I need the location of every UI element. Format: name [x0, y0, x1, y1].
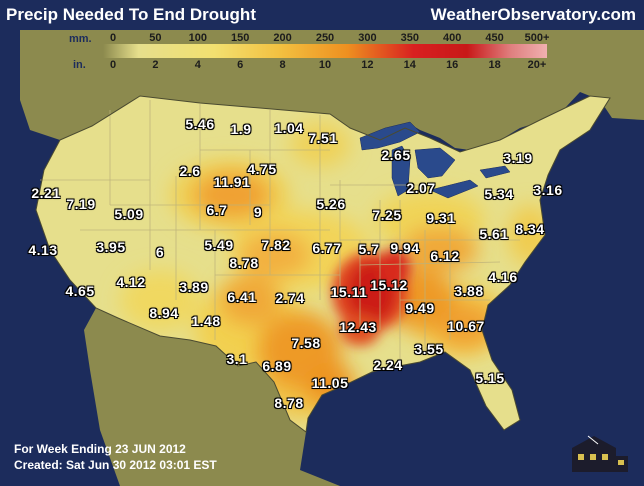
- scale-mm-tick: 500+: [524, 32, 550, 44]
- precip-value-label: 7.82: [261, 237, 291, 253]
- precip-value-label: 2.65: [381, 147, 411, 163]
- scale-in-tick: 16: [446, 59, 459, 71]
- precip-value-label: 15.12: [370, 277, 408, 293]
- precip-value-label: 3.1: [226, 351, 248, 367]
- precip-value-label: 3.89: [179, 279, 209, 295]
- precip-value-label: 12.43: [339, 319, 377, 335]
- map-title: Precip Needed To End Drought: [6, 5, 256, 24]
- brand-name: WeatherObservatory.com: [430, 5, 636, 24]
- precip-value-label: 3.55: [414, 341, 444, 357]
- precip-value-label: 11.05: [311, 375, 349, 391]
- precip-value-label: 8.78: [274, 395, 304, 411]
- precip-value-label: 3.88: [454, 283, 484, 299]
- precip-value-label: 5.61: [479, 226, 509, 242]
- mexico-land: [84, 308, 340, 486]
- scale-mm-tick: 400: [443, 32, 462, 44]
- precip-value-label: 6.7: [206, 202, 228, 218]
- precip-value-label: 2.6: [179, 163, 201, 179]
- precip-value-label: 8.34: [515, 221, 545, 237]
- color-scale: mm. in. 0 50 100 150 200 250 300 350 400 450 500+: [67, 31, 550, 74]
- precip-value-label: 5.34: [484, 186, 514, 202]
- precip-value-label: 1.9: [230, 121, 252, 137]
- precip-value-label: 7.25: [372, 207, 402, 223]
- precip-value-label: 8.94: [149, 305, 179, 321]
- precip-value-label: 3.19: [503, 150, 533, 166]
- precip-value-label: 6.89: [262, 358, 292, 374]
- scale-in-tick: 2: [152, 59, 159, 71]
- scale-in-tick: 20+: [527, 59, 547, 71]
- scale-in-tick: 18: [488, 59, 501, 71]
- precip-value-label: 4.12: [116, 274, 146, 290]
- us-outline: [35, 95, 611, 433]
- scale-mm-tick: 0: [109, 32, 117, 44]
- precip-value-label: 5.46: [185, 116, 215, 132]
- precip-value-label: 4.13: [28, 242, 58, 258]
- scale-in-tick: 4: [194, 59, 201, 71]
- scale-mm-tick: 200: [273, 32, 292, 44]
- precip-value-label: 9: [253, 204, 263, 220]
- state-borders: [40, 100, 520, 360]
- precip-value-label: 10.67: [447, 318, 485, 334]
- scale-mm-tick: 150: [231, 32, 250, 44]
- scale-mm-tick: 100: [188, 32, 207, 44]
- precip-value-label: 7.19: [66, 196, 96, 212]
- scale-mm-tick: 350: [400, 32, 419, 44]
- precip-value-label: 9.94: [390, 240, 420, 256]
- scale-in-tick: 14: [403, 59, 416, 71]
- scale-in-tick: 12: [361, 59, 374, 71]
- precip-value-label: 6.77: [312, 240, 342, 256]
- precip-value-label: 8.78: [229, 255, 259, 271]
- scale-gradient-bar: [103, 44, 547, 58]
- precip-value-label: 9.31: [426, 210, 456, 226]
- scale-in-tick: 8: [279, 59, 286, 71]
- footer-week: For Week Ending 23 JUN 2012: [14, 442, 186, 456]
- scale-mm-tick: 50: [149, 32, 162, 44]
- scale-in-label: in.: [73, 59, 86, 71]
- precip-value-label: 15.11: [330, 284, 368, 300]
- scale-in-tick: 0: [109, 59, 117, 71]
- precip-value-label: 5.49: [204, 237, 234, 253]
- scale-in-tick: 10: [318, 59, 332, 71]
- precip-value-label: 4.16: [488, 269, 518, 285]
- great-lakes: [359, 121, 511, 199]
- precip-value-label: 3.95: [96, 239, 126, 255]
- precip-value-label: 1.48: [191, 313, 221, 329]
- precip-value-label: 4.75: [247, 161, 277, 177]
- precip-value-label: 2.21: [31, 185, 61, 201]
- precip-value-label: 11.91: [213, 174, 251, 190]
- precip-value-label: 1.04: [274, 120, 304, 136]
- precip-value-label: 3.16: [533, 182, 563, 198]
- scale-mm-tick: 450: [485, 32, 504, 44]
- precip-value-label: 7.51: [308, 130, 338, 146]
- precip-value-label: 5.15: [475, 370, 505, 386]
- scale-mm-label: mm.: [69, 33, 92, 45]
- scale-mm-tick: 250: [315, 32, 335, 44]
- canada-land: [20, 30, 644, 150]
- precip-value-label: 5.09: [114, 206, 144, 222]
- footer-created: Created: Sat Jun 30 2012 03:01 EST: [14, 458, 217, 472]
- precip-value-label: 2.24: [373, 357, 403, 373]
- precip-value-label: 5.26: [316, 196, 346, 212]
- precip-value-label: 2.74: [275, 290, 305, 306]
- scale-mm-tick: 300: [358, 32, 377, 44]
- precip-value-label: 2.07: [406, 180, 436, 196]
- precip-value-label: 5.7: [358, 241, 380, 257]
- precip-value-label: 4.65: [65, 283, 95, 299]
- precip-value-label: 6: [155, 244, 165, 260]
- precip-value-label: 7.58: [291, 335, 321, 351]
- precip-value-label: 9.49: [405, 300, 435, 316]
- precip-value-label: 6.12: [430, 248, 460, 264]
- observatory-house-icon: [572, 435, 628, 472]
- precip-value-label: 6.41: [227, 289, 257, 305]
- scale-in-tick: 6: [237, 59, 244, 71]
